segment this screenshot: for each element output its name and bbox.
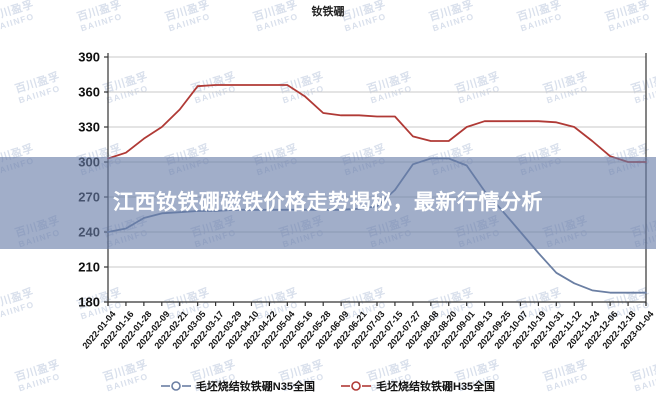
legend-marker-circle-open-icon <box>160 381 191 391</box>
legend-item-label: 毛坯烧结钕铁硼N35全国 <box>195 381 315 393</box>
overlay-headline: 江西钕铁硼磁铁价格走势揭秘，最新行情分析 <box>113 190 543 214</box>
y-axis-tick-label: 180 <box>78 294 100 310</box>
y-axis-tick-label: 210 <box>78 259 100 275</box>
series-line-2 <box>107 84 647 163</box>
legend-item-2[interactable]: 毛坯烧结钕铁硼H35全国 <box>341 378 495 394</box>
overlay-banner-band <box>0 157 656 249</box>
y-axis-tick-label: 360 <box>78 84 100 100</box>
legend-item-label: 毛坯烧结钕铁硼H35全国 <box>376 381 496 393</box>
chart-title: 钕铁硼 <box>311 6 345 18</box>
y-axis-tick-label: 330 <box>78 119 100 135</box>
legend-item-1[interactable]: 毛坯烧结钕铁硼N35全国 <box>160 378 315 394</box>
y-axis-tick-label: 390 <box>78 49 100 65</box>
legend-marker-circle-open-icon <box>341 381 371 391</box>
chart-legend: 毛坯烧结钕铁硼N35全国 毛坯烧结钕铁硼H35全国 <box>0 378 656 394</box>
